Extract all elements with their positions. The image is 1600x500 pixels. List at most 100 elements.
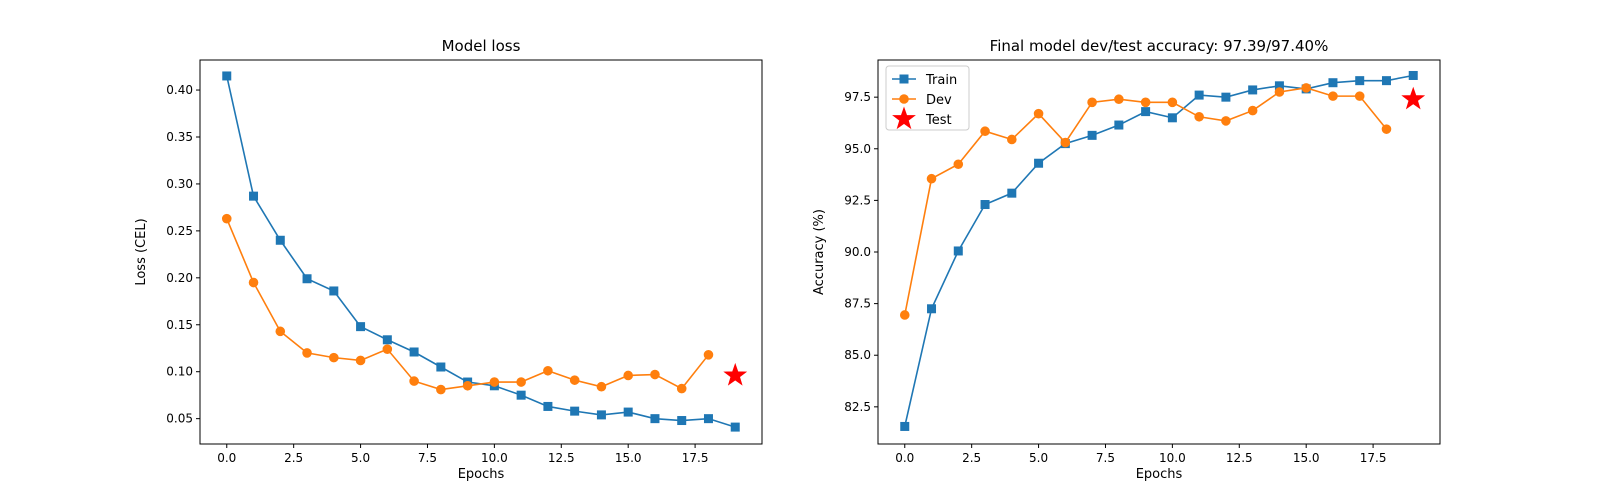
- legend: Train Dev Test: [885, 65, 970, 131]
- y-tick-label: 0.30: [166, 177, 193, 191]
- x-tick-label: 17.5: [682, 451, 709, 465]
- data-point: [1355, 76, 1365, 86]
- data-point: [980, 126, 990, 137]
- data-point: [1401, 86, 1426, 110]
- data-point: [409, 347, 419, 357]
- data-point: [275, 326, 286, 337]
- data-point: [543, 401, 553, 411]
- y-tick-label: 85.0: [844, 348, 871, 362]
- data-point: [516, 390, 526, 400]
- plot-frame: [199, 59, 763, 445]
- x-tick-label: 7.5: [418, 451, 437, 465]
- data-point: [302, 348, 312, 358]
- data-point: [676, 383, 687, 394]
- data-point: [953, 159, 964, 170]
- data-point: [516, 377, 526, 387]
- series-1: [221, 213, 714, 395]
- data-point: [222, 71, 232, 81]
- data-point: [1194, 90, 1204, 100]
- data-point: [221, 213, 232, 224]
- y-tick-label: 0.10: [166, 365, 193, 379]
- data-point: [623, 370, 633, 381]
- series-train: [900, 70, 1418, 431]
- chart-title: Final model dev/test accuracy: 97.39/97.…: [990, 37, 1329, 55]
- data-point: [1033, 108, 1044, 119]
- data-point: [570, 406, 580, 416]
- data-point: [1408, 70, 1418, 80]
- data-point: [569, 375, 580, 385]
- y-tick-label: 0.40: [166, 83, 193, 97]
- data-point: [1034, 158, 1044, 168]
- data-point: [1381, 124, 1392, 134]
- legend-label: Train: [925, 73, 957, 88]
- y-axis-label: Loss (CEL): [134, 218, 149, 285]
- data-point: [899, 310, 910, 320]
- data-point: [1114, 120, 1124, 130]
- y-tick-label: 0.25: [166, 224, 193, 238]
- legend-item-dev: Dev: [892, 93, 952, 108]
- y-axis-label: Accuracy (%): [812, 209, 827, 295]
- data-point: [1328, 91, 1338, 101]
- x-tick-label: 10.0: [1159, 451, 1186, 465]
- x-tick-label: 2.5: [962, 451, 981, 465]
- data-point: [1328, 78, 1338, 88]
- data-point: [1167, 113, 1177, 123]
- data-point: [623, 407, 633, 417]
- x-tick-label: 10.0: [481, 451, 508, 465]
- series-test: [1401, 86, 1426, 110]
- data-point: [1221, 116, 1231, 126]
- legend-marker: [899, 94, 909, 104]
- y-tick-label: 0.20: [166, 271, 193, 285]
- data-point: [1221, 92, 1231, 102]
- data-point: [677, 416, 687, 426]
- data-point: [1381, 76, 1391, 86]
- series-2: [723, 362, 748, 386]
- data-point: [980, 200, 990, 210]
- legend-item-test: Test: [892, 106, 952, 130]
- data-point: [900, 421, 910, 431]
- y-tick-label: 92.5: [844, 193, 871, 207]
- y-tick-label: 90.0: [844, 245, 871, 259]
- data-point: [355, 355, 366, 366]
- data-point: [1354, 91, 1365, 101]
- data-point: [1140, 97, 1151, 108]
- x-axis-label: Epochs: [1136, 467, 1183, 482]
- loss-chart: 0.0 2.5 5.0 7.5 10.0 12.5 15.0 17.5 0.05 0.10 0.15…: [134, 37, 763, 482]
- data-point: [926, 173, 937, 184]
- data-point: [382, 335, 392, 345]
- y-tick-label: 82.5: [844, 400, 871, 414]
- legend-label: Test: [925, 113, 952, 128]
- legend-item-train: Train: [892, 73, 957, 88]
- data-point: [275, 235, 285, 245]
- data-point: [1194, 111, 1204, 122]
- data-point: [596, 410, 606, 420]
- data-point: [1007, 188, 1017, 198]
- x-tick-label: 0.0: [895, 451, 914, 465]
- data-point: [723, 362, 748, 386]
- data-point: [356, 322, 366, 332]
- y-tick-label: 0.35: [166, 130, 193, 144]
- y-tick-label: 87.5: [844, 297, 871, 311]
- chart-title: Model loss: [442, 37, 521, 55]
- x-tick-label: 0.0: [217, 451, 236, 465]
- data-point: [1274, 87, 1285, 97]
- data-point: [248, 277, 259, 288]
- data-point: [953, 246, 963, 256]
- data-point: [489, 377, 500, 387]
- data-point: [409, 376, 419, 386]
- data-point: [1060, 137, 1071, 148]
- data-point: [730, 422, 740, 432]
- x-tick-label: 17.5: [1360, 451, 1387, 465]
- data-point: [650, 369, 660, 380]
- data-point: [596, 381, 607, 392]
- data-point: [1248, 85, 1258, 95]
- data-point: [382, 344, 393, 354]
- data-point: [1087, 130, 1097, 140]
- x-tick-label: 5.0: [1029, 451, 1048, 465]
- legend-marker: [899, 74, 909, 84]
- x-axis-label: Epochs: [458, 467, 505, 482]
- legend-marker: [892, 106, 916, 130]
- accuracy-chart: 0.0 2.5 5.0 7.5 10.0 12.5 15.0 17.5 82.5 85.0 87.5…: [812, 37, 1441, 482]
- data-point: [703, 414, 713, 424]
